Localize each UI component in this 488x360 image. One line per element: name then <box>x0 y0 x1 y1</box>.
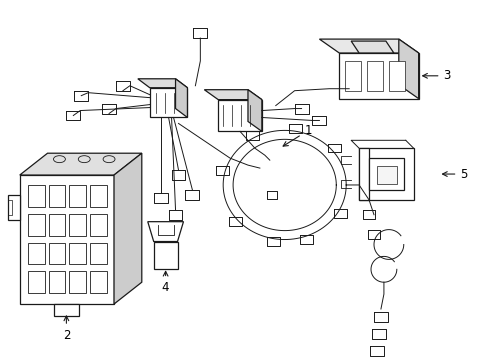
Polygon shape <box>368 158 403 190</box>
Polygon shape <box>218 100 262 131</box>
Polygon shape <box>339 53 418 99</box>
Text: 3: 3 <box>422 69 450 82</box>
Bar <box>376 166 396 184</box>
Bar <box>28 185 44 207</box>
Polygon shape <box>54 304 79 316</box>
Polygon shape <box>358 148 368 200</box>
Polygon shape <box>319 39 418 53</box>
Polygon shape <box>175 79 187 117</box>
Text: 2: 2 <box>62 316 70 342</box>
Text: 4: 4 <box>162 271 169 294</box>
Bar <box>366 61 382 91</box>
Bar <box>48 243 65 264</box>
Ellipse shape <box>103 156 115 163</box>
Bar <box>388 61 404 91</box>
Ellipse shape <box>78 156 90 163</box>
Text: 5: 5 <box>442 167 467 181</box>
Polygon shape <box>204 90 262 100</box>
Polygon shape <box>20 175 114 304</box>
Polygon shape <box>247 90 262 131</box>
Bar <box>345 61 360 91</box>
Polygon shape <box>147 222 183 242</box>
Bar <box>48 271 65 293</box>
Text: 1: 1 <box>283 124 311 146</box>
Bar <box>90 214 107 235</box>
Bar <box>69 185 86 207</box>
Polygon shape <box>350 41 393 53</box>
Bar <box>28 243 44 264</box>
Polygon shape <box>20 153 142 175</box>
Ellipse shape <box>53 156 65 163</box>
Polygon shape <box>358 148 413 200</box>
Bar <box>69 214 86 235</box>
Polygon shape <box>8 195 20 220</box>
Bar <box>48 185 65 207</box>
Polygon shape <box>153 242 177 269</box>
Bar <box>90 271 107 293</box>
Bar <box>48 214 65 235</box>
Polygon shape <box>138 79 187 88</box>
Polygon shape <box>114 153 142 304</box>
Bar <box>69 271 86 293</box>
Polygon shape <box>398 39 418 99</box>
Bar <box>28 214 44 235</box>
Bar <box>69 243 86 264</box>
Polygon shape <box>149 88 187 117</box>
Bar <box>90 185 107 207</box>
Bar <box>28 271 44 293</box>
Bar <box>90 243 107 264</box>
